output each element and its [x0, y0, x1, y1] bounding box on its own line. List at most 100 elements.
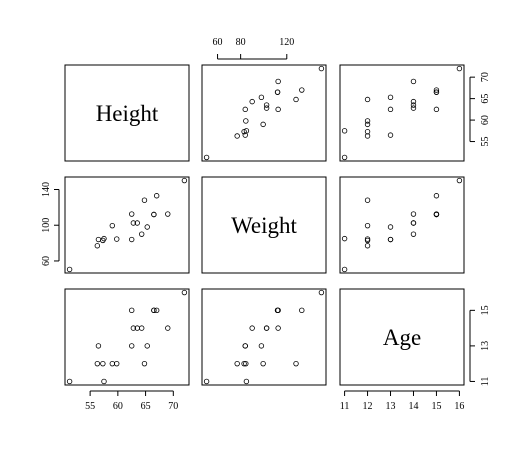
point: [153, 193, 160, 199]
point: [151, 211, 157, 218]
tick-label: 14: [408, 401, 418, 412]
point: [141, 360, 148, 367]
point: [410, 231, 417, 237]
point: [364, 133, 371, 139]
point: [275, 106, 281, 113]
point: [129, 307, 135, 314]
point: [299, 87, 305, 93]
point: [364, 243, 371, 249]
panel: [339, 288, 465, 386]
point: [203, 378, 210, 385]
point: [241, 360, 247, 367]
tick-label: 16: [454, 401, 464, 412]
point: [134, 220, 140, 226]
panel: [201, 176, 327, 274]
point: [433, 87, 440, 93]
point: [181, 177, 188, 184]
tick-label: 80: [236, 37, 246, 48]
point: [109, 360, 116, 367]
point: [387, 236, 394, 243]
point: [241, 128, 247, 135]
point: [129, 211, 135, 217]
point: [456, 65, 463, 72]
point: [433, 211, 440, 218]
point: [433, 193, 440, 199]
point: [66, 266, 73, 273]
point: [249, 325, 255, 331]
point: [243, 128, 250, 134]
point: [341, 235, 348, 242]
tick-label: 60: [41, 256, 52, 266]
tick-label: 55: [480, 137, 491, 147]
point: [260, 121, 266, 128]
point: [299, 307, 305, 314]
tick-label: 140: [41, 182, 52, 197]
point: [433, 89, 440, 95]
point: [94, 243, 101, 249]
point: [410, 102, 417, 108]
point: [151, 307, 157, 314]
point: [364, 96, 371, 103]
point: [100, 360, 106, 367]
tick-label: 120: [279, 37, 294, 48]
point: [263, 325, 270, 331]
point: [249, 98, 255, 105]
point: [275, 325, 281, 331]
point: [242, 343, 248, 349]
point: [66, 378, 73, 385]
panel: [64, 176, 190, 274]
point: [263, 102, 270, 108]
point: [260, 360, 266, 367]
point: [364, 197, 371, 203]
point: [114, 360, 120, 367]
point: [410, 78, 417, 85]
tick-label: 15: [480, 305, 491, 315]
point: [341, 128, 348, 134]
point: [129, 236, 135, 243]
point: [165, 211, 171, 217]
tick-label: 60: [213, 37, 223, 48]
point: [387, 94, 394, 101]
panel: [64, 64, 190, 162]
point: [138, 325, 145, 331]
point: [165, 325, 171, 331]
point: [109, 222, 116, 229]
tick-label: 13: [480, 341, 491, 351]
point: [144, 224, 150, 230]
point: [258, 94, 265, 101]
point: [410, 105, 417, 111]
point: [243, 378, 250, 385]
point: [144, 343, 150, 349]
point: [456, 177, 463, 184]
tick-label: 13: [386, 401, 396, 412]
point: [130, 220, 137, 226]
tick-label: 15: [431, 401, 441, 412]
panel: [201, 288, 327, 386]
point: [364, 121, 371, 128]
point: [293, 96, 299, 103]
point: [410, 98, 417, 105]
point: [94, 360, 101, 367]
panel: [339, 64, 465, 162]
tick-label: 100: [41, 218, 52, 233]
point: [95, 343, 102, 349]
panel: [201, 64, 327, 162]
point: [101, 235, 107, 242]
variable-name: Height: [96, 101, 159, 126]
point: [129, 343, 135, 349]
point: [410, 211, 417, 217]
point: [101, 378, 107, 385]
tick-label: 55: [85, 401, 95, 412]
tick-label: 70: [480, 72, 491, 82]
point: [364, 236, 371, 242]
point: [243, 360, 249, 367]
point: [114, 236, 120, 242]
point: [318, 289, 325, 296]
point: [153, 307, 160, 314]
point: [293, 360, 299, 367]
point: [234, 133, 240, 139]
point: [318, 65, 325, 72]
tick-label: 60: [480, 115, 491, 125]
point: [364, 118, 371, 124]
